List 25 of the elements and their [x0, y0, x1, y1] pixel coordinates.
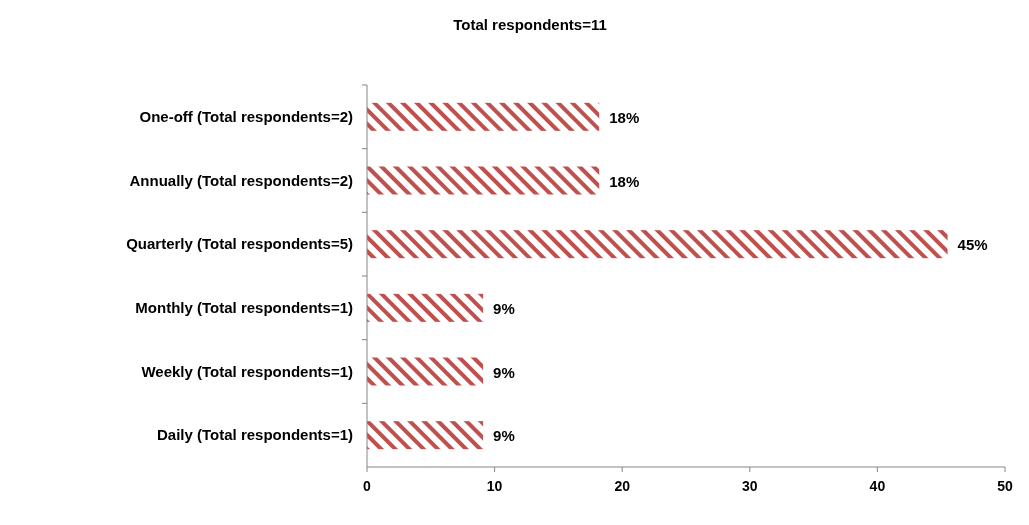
x-tick-label: 10	[486, 478, 503, 494]
data-label: 18%	[609, 172, 640, 190]
data-label: 9%	[493, 299, 515, 317]
y-tick-label: Monthly (Total respondents=1)	[135, 298, 353, 316]
x-tick-label: 40	[869, 478, 886, 494]
y-tick-label: Weekly (Total respondents=1)	[141, 362, 353, 380]
data-label: 18%	[609, 108, 640, 126]
x-tick-label: 50	[997, 478, 1013, 494]
bar	[367, 293, 484, 322]
x-tick-label: 20	[614, 478, 631, 494]
bar	[367, 421, 484, 450]
bar	[367, 357, 484, 386]
bar	[367, 230, 948, 259]
data-label: 9%	[493, 363, 515, 381]
data-label: 9%	[493, 427, 515, 445]
y-tick-label: One-off (Total respondents=2)	[139, 107, 353, 125]
bar	[367, 166, 600, 195]
chart-title: Total respondents=11	[453, 16, 607, 33]
y-tick-label: Daily (Total respondents=1)	[156, 426, 353, 444]
y-tick-label: Quarterly (Total respondents=5)	[126, 235, 353, 253]
x-tick-label: 30	[742, 478, 758, 494]
y-tick-label: Annually (Total respondents=2)	[129, 171, 353, 189]
bar	[367, 102, 600, 131]
data-label: 45%	[957, 236, 988, 254]
x-tick-label: 0	[363, 478, 372, 494]
